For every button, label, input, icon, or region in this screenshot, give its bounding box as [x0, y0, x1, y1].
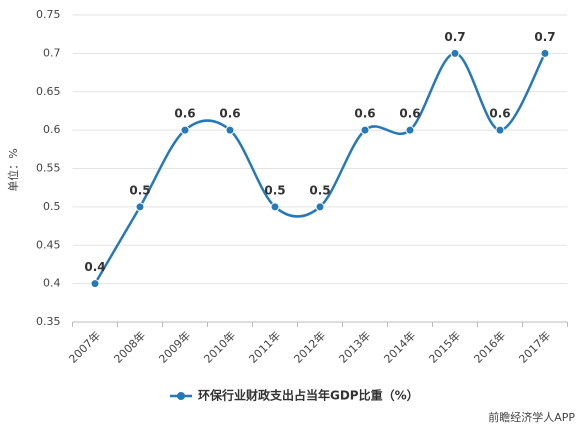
point — [270, 202, 280, 212]
line — [93, 52, 547, 285]
x-tick-label: 2016年 — [471, 328, 508, 365]
point — [450, 48, 460, 58]
x-tick-label: 2012年 — [291, 328, 328, 365]
data-label: 0.4 — [84, 260, 105, 274]
point — [405, 125, 415, 135]
watermark: 前瞻经济学人APP — [488, 410, 575, 424]
y-tick-label: 0.55 — [36, 162, 61, 175]
point — [90, 279, 100, 289]
y-tick-label: 0.6 — [43, 123, 61, 136]
y-tick-label: 0.45 — [36, 238, 61, 251]
x-tick-label: 2009年 — [156, 328, 193, 365]
x-tick-label: 2008年 — [111, 328, 148, 365]
x-tick-label: 2011年 — [246, 328, 283, 365]
y-tick-label: 0.35 — [36, 315, 61, 328]
y-tick-label: 0.4 — [43, 277, 61, 290]
y-tick-label: 0.7 — [43, 46, 61, 59]
point — [225, 125, 235, 135]
data-label: 0.6 — [399, 107, 420, 121]
x-tick-label: 2010年 — [201, 328, 238, 365]
y-tick-label: 0.65 — [36, 85, 61, 98]
legend-marker — [177, 392, 185, 400]
point — [315, 202, 325, 212]
legend-label: 环保行业财政支出占当年GDP比重（%） — [198, 388, 419, 403]
data-label: 0.5 — [129, 183, 150, 197]
point — [180, 125, 190, 135]
point — [540, 48, 550, 58]
data-label: 0.6 — [219, 107, 240, 121]
point — [135, 202, 145, 212]
data-label: 0.7 — [444, 30, 465, 44]
data-label: 0.6 — [489, 107, 510, 121]
data-label: 0.6 — [174, 107, 195, 121]
x-tick-label: 2015年 — [426, 328, 463, 365]
x-tick-label: 2017年 — [516, 328, 553, 365]
y-tick-label: 0.75 — [36, 8, 61, 21]
y-tick-label: 0.5 — [43, 200, 61, 213]
data-label: 0.5 — [309, 183, 330, 197]
point — [495, 125, 505, 135]
x-tick-label: 2014年 — [381, 328, 418, 365]
data-label: 0.7 — [534, 30, 555, 44]
point — [360, 125, 370, 135]
data-label: 0.5 — [264, 183, 285, 197]
data-label: 0.6 — [354, 107, 375, 121]
y-axis-label: 单位：% — [6, 148, 20, 191]
x-tick-label: 2013年 — [336, 328, 373, 365]
x-tick-label: 2007年 — [66, 328, 103, 365]
